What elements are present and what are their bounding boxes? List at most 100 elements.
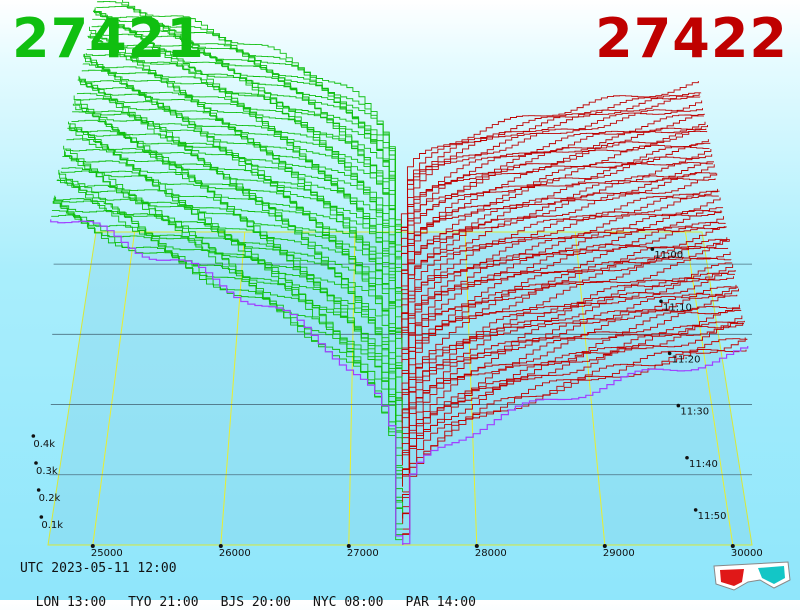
ask-depth-curve: [401, 190, 720, 365]
time-tick-mark: [667, 351, 672, 356]
time-tick-label: 11:00: [654, 250, 683, 261]
ask-depth-curve: [401, 257, 732, 439]
time-tick-mark: [676, 403, 681, 408]
ask-depth-curve: [402, 345, 749, 545]
bid-depth-curve: [58, 169, 403, 492]
bid-depth-curve: [94, 7, 402, 254]
bid-depth-curve: [73, 95, 403, 392]
ask-depth-curve: [401, 262, 733, 445]
bid-depth-curve: [51, 210, 403, 535]
ask-depth-curve: [402, 306, 741, 498]
ask-depth-curve: [402, 321, 744, 519]
ask-depth-curve: [400, 92, 702, 248]
ask-depth-curve: [401, 193, 719, 360]
bid-depth-curve: [57, 179, 403, 498]
time-tick-mark: [693, 508, 698, 512]
x-tick-label: 28000: [475, 548, 507, 559]
bid-depth-curve: [67, 127, 403, 434]
volume-tick-mark: [34, 461, 38, 465]
ask-depth-curve: [401, 164, 715, 333]
utc-time: UTC 2023-05-11 12:00: [20, 561, 177, 576]
x-gridline: [348, 231, 356, 546]
3d-glasses-icon[interactable]: [712, 558, 792, 594]
ask-depth-curve: [401, 269, 736, 466]
ask-depth-curve: [401, 173, 718, 349]
time-tick-label: 11:50: [698, 511, 727, 522]
bid-depth-curve: [63, 145, 403, 461]
ask-depth-curve: [401, 222, 726, 402]
ask-depth-curve: [400, 93, 700, 238]
ask-depth-curve: [401, 272, 735, 461]
bid-depth-curve: [60, 170, 403, 477]
ask-depth-curve: [401, 125, 708, 291]
zone-bjs: BJS 20:00: [220, 595, 292, 610]
ask-depth-curve: [401, 251, 731, 434]
ask-depth-curve: [401, 142, 711, 307]
bid-depth-curve: [62, 156, 403, 466]
ask-depth-curve: [400, 95, 701, 243]
volume-tick-label: 0.4k: [33, 439, 55, 450]
zone-par: PAR 14:00: [405, 595, 476, 610]
ask-depth-curve: [402, 338, 748, 540]
ask-price: 27422: [595, 7, 788, 70]
ask-depth-curve: [401, 100, 703, 254]
zone-lon: LON 13:00: [35, 595, 107, 610]
bid-depth-curve: [85, 53, 403, 312]
ask-depth-curve: [402, 310, 742, 503]
ask-depth-curve: [401, 148, 712, 312]
ask-depth-curve: [401, 178, 716, 339]
volume-tick-label: 0.3k: [36, 466, 58, 477]
bid-depth-curve: [87, 35, 403, 301]
x-gridline: [92, 231, 136, 546]
bid-depth-curve: [68, 121, 403, 429]
x-tick-label: 26000: [219, 548, 251, 559]
ask-depth-curve: [401, 210, 722, 376]
time-tick-label: 11:40: [689, 459, 718, 470]
bid-depth-curve: [50, 219, 404, 545]
x-tick-label: 30000: [731, 548, 763, 559]
bid-depth-curve: [78, 75, 403, 360]
bid-depth-curve: [81, 69, 403, 339]
bid-depth-curve: [52, 201, 403, 530]
volume-tick-label: 0.2k: [39, 493, 61, 504]
bid-depth-curve: [66, 138, 403, 439]
x-tick-label: 27000: [347, 548, 379, 559]
bid-depth-curve: [89, 26, 403, 291]
ask-depth-curve: [401, 139, 709, 296]
zone-tyo: TYO 21:00: [128, 595, 199, 610]
ask-depth-curve: [401, 172, 717, 344]
x-gridline: [684, 231, 734, 546]
volume-tick-mark: [31, 434, 36, 438]
x-tick-mark: [474, 544, 479, 548]
time-tick-mark: [659, 299, 663, 304]
x-tick-mark: [218, 544, 223, 548]
depth-curves: [50, 0, 749, 545]
bid-depth-curve: [93, 10, 402, 264]
time-tick-mark: [685, 455, 689, 460]
ask-depth-curve: [401, 188, 719, 355]
chart-floor-plane: [47, 231, 753, 546]
ask-depth-curve: [402, 293, 738, 477]
time-tick-label: 11:10: [663, 302, 692, 313]
time-tick-mark: [650, 247, 655, 251]
ask-depth-curve: [401, 146, 710, 301]
ask-depth-curve: [400, 81, 699, 232]
ask-depth-curve: [402, 322, 744, 514]
volume-axis-labels: 0.1k 0.2k 0.3k 0.4k: [31, 434, 63, 531]
ask-depth-curve: [401, 237, 728, 413]
bid-depth-curve: [92, 18, 402, 270]
ask-depth-curve: [402, 286, 739, 482]
ask-depth-curve: [401, 114, 704, 264]
bid-depth-curve: [56, 179, 404, 503]
bid-depth-curve: [53, 197, 403, 525]
volume-tick-mark: [36, 488, 41, 492]
ask-depth-curve: [401, 209, 723, 381]
time-tick-label: 11:30: [680, 407, 709, 418]
x-tick-mark: [90, 544, 95, 548]
x-tick-mark: [730, 544, 735, 548]
bid-depth-curve: [122, 0, 402, 232]
bid-depth-curve: [54, 195, 404, 519]
ask-depth-curve: [402, 320, 745, 524]
x-tick-mark: [346, 544, 351, 548]
